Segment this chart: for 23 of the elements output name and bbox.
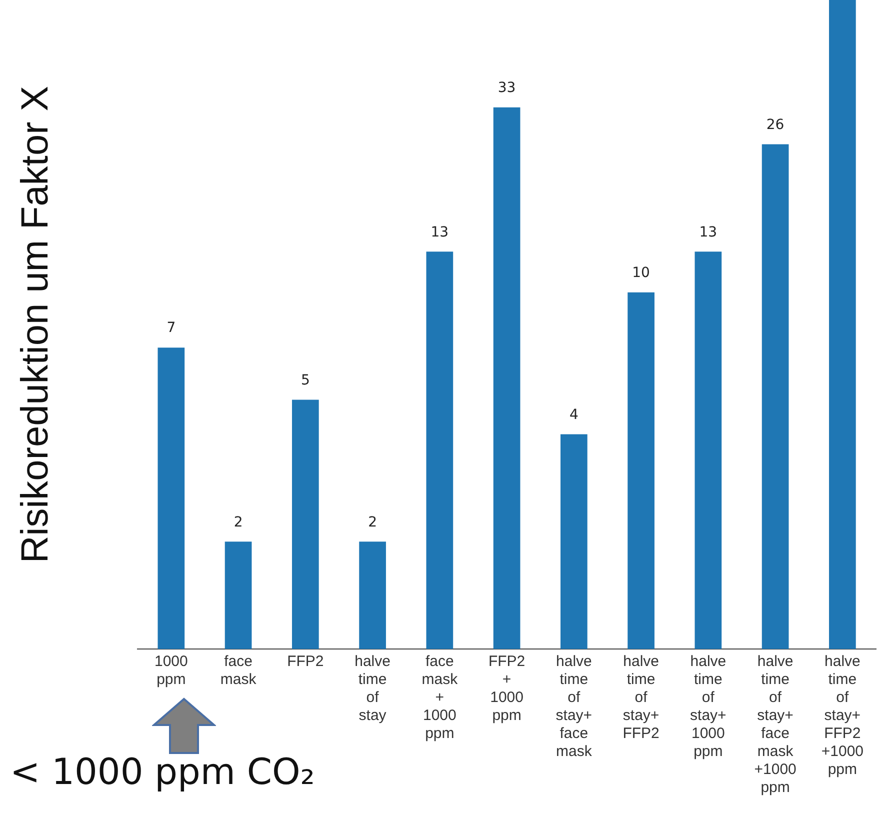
x-tick-label: halve time of stay+ face mask [556, 653, 592, 760]
x-tick-label: halve time of stay+ FFP2 [622, 653, 660, 742]
x-tick-label: halve time of stay [354, 653, 390, 724]
x-tick-label: FFP2 + 1000 ppm [488, 653, 526, 724]
x-tick-label: face mask [220, 653, 257, 688]
x-tick-label: halve time of stay+ 1000 ppm [690, 653, 727, 760]
x-tick-label: FFP2 [287, 653, 324, 670]
data-label: 5 [300, 372, 310, 388]
data-label: 13 [699, 224, 718, 240]
data-label: 2 [234, 514, 243, 530]
x-tick-label: face mask + 1000 ppm [422, 653, 458, 742]
data-label: 13 [430, 224, 449, 240]
data-label: 33 [498, 80, 516, 96]
data-label: 26 [766, 116, 784, 133]
x-tick-label: halve time of stay+ face mask +1000 ppm [754, 653, 796, 796]
x-tick-label: halve time of stay+ FFP2 +1000 ppm [821, 653, 864, 778]
data-label: 2 [368, 514, 378, 530]
data-label: 4 [569, 406, 578, 423]
y-axis-title: Risikoreduktion um Faktor X [14, 86, 56, 564]
text: < 1000 ppm CO₂ [10, 752, 315, 793]
data-label: 10 [632, 264, 650, 281]
x-tick-label: 1000 ppm [154, 653, 188, 688]
data-label: 7 [166, 320, 176, 336]
